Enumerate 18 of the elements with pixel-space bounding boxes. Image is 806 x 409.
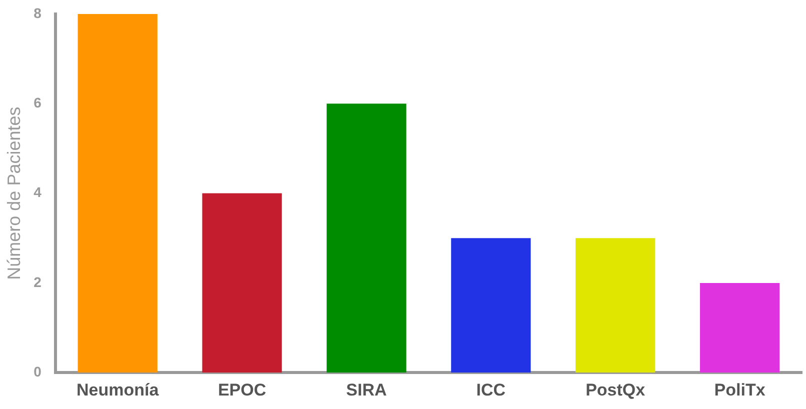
y-tick-label: 4	[34, 184, 42, 200]
bar	[700, 282, 780, 373]
bar	[451, 238, 531, 373]
y-axis-title: Número de Pacientes	[4, 106, 24, 280]
y-tick-label: 0	[34, 363, 42, 380]
bar	[202, 193, 282, 373]
bar	[326, 104, 406, 373]
x-tick-label: ICC	[476, 380, 506, 400]
x-tick-label: PoliTx	[714, 380, 766, 400]
y-tick-label: 8	[34, 4, 42, 21]
y-tick-label: 6	[34, 94, 42, 111]
x-tick-label: SIRA	[346, 380, 387, 400]
bar	[576, 238, 656, 373]
x-tick-label: Neumonía	[76, 380, 160, 400]
bar	[78, 14, 158, 373]
y-tick-label: 2	[34, 274, 42, 290]
x-tick-label: PostQx	[586, 380, 646, 400]
x-tick-label: EPOC	[218, 380, 266, 400]
